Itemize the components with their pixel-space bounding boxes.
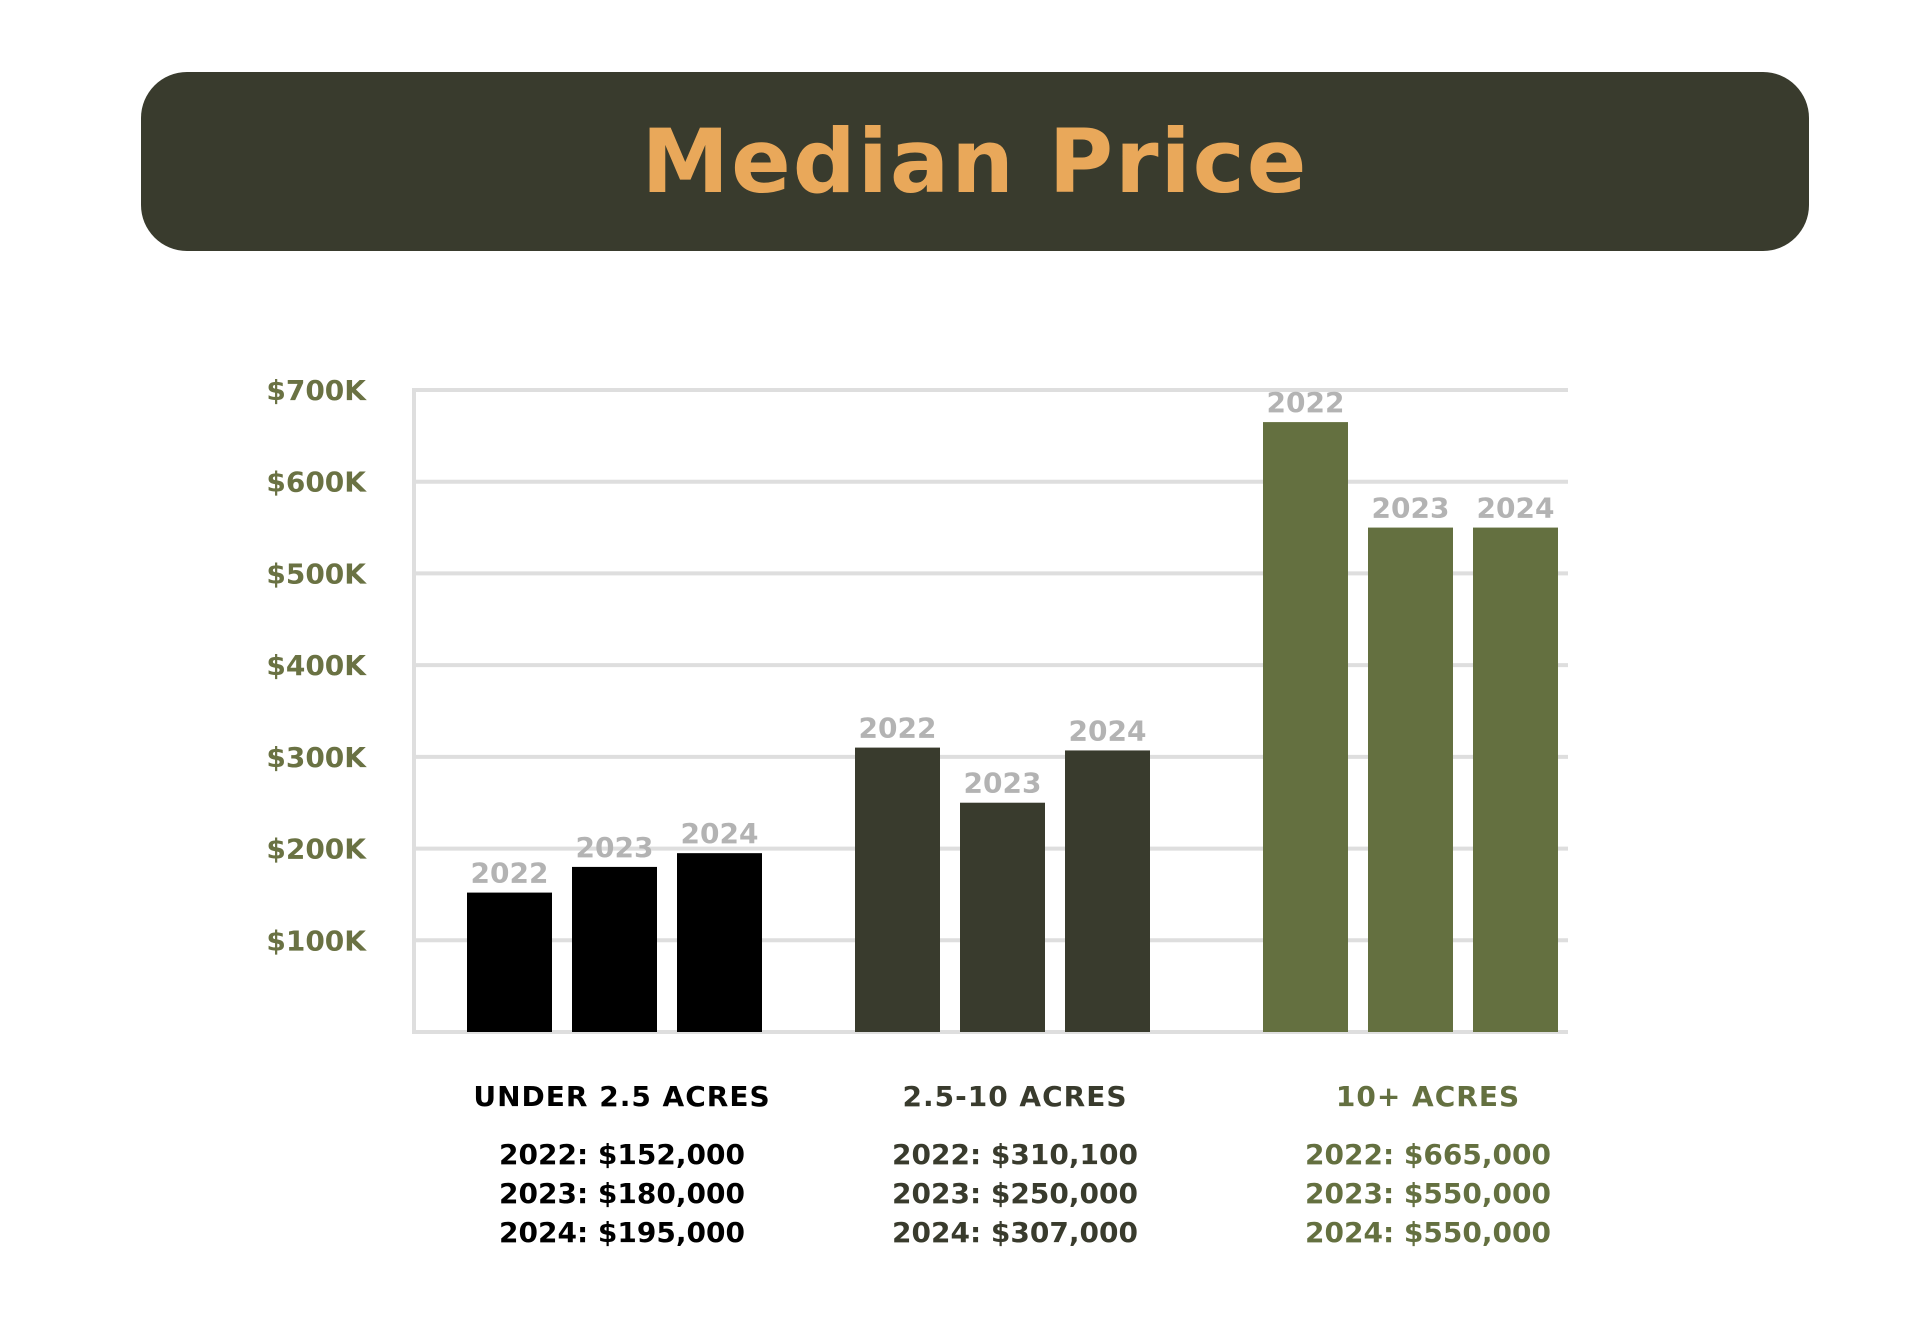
- y-tick-label: $400K: [266, 649, 367, 682]
- bar: [677, 853, 762, 1032]
- bar: [1263, 422, 1348, 1033]
- summary-line: 2022: $665,000: [1305, 1138, 1551, 1171]
- category-name: UNDER 2.5 ACRES: [473, 1080, 771, 1113]
- bar: [855, 747, 940, 1032]
- bar-year-label: 2024: [1477, 492, 1555, 525]
- summary-under-2-5-acres: UNDER 2.5 ACRES 2022: $152,000 2023: $18…: [432, 1080, 812, 1252]
- bar-year-label: 2023: [1372, 492, 1450, 525]
- summary-line: 2022: $152,000: [499, 1138, 745, 1171]
- summary-line: 2022: $310,100: [892, 1138, 1138, 1171]
- y-tick-label: $300K: [266, 741, 367, 774]
- y-tick-label: $500K: [266, 557, 367, 590]
- summary-line: 2024: $307,000: [892, 1216, 1138, 1249]
- y-tick-label: $700K: [266, 374, 367, 407]
- bar: [1473, 527, 1558, 1032]
- bar-year-label: 2023: [964, 767, 1042, 800]
- category-name: 2.5-10 ACRES: [902, 1080, 1128, 1113]
- y-axis-ticks: $100K $200K $300K $400K $500K $600K $700K: [266, 374, 367, 957]
- summary-line: 2024: $550,000: [1305, 1216, 1551, 1249]
- bar: [572, 866, 657, 1032]
- bar-year-label: 2023: [576, 831, 654, 864]
- bar: [467, 892, 552, 1032]
- bar: [960, 802, 1045, 1032]
- y-tick-label: $600K: [266, 466, 367, 499]
- summary-line: 2024: $195,000: [499, 1216, 745, 1249]
- category-name: 10+ ACRES: [1335, 1080, 1521, 1113]
- summary-2-5-10-acres: 2.5-10 ACRES 2022: $310,100 2023: $250,0…: [825, 1080, 1205, 1252]
- summary-line: 2023: $550,000: [1305, 1177, 1551, 1210]
- summary-line: 2023: $180,000: [499, 1177, 745, 1210]
- page-title: Median Price: [641, 110, 1309, 213]
- bar-year-label: 2022: [471, 857, 549, 890]
- y-tick-label: $100K: [266, 924, 367, 957]
- summary-10-plus-acres: 10+ ACRES 2022: $665,000 2023: $550,000 …: [1238, 1080, 1618, 1252]
- summary-line: 2023: $250,000: [892, 1177, 1138, 1210]
- bar-year-label: 2024: [1069, 714, 1147, 747]
- bar-year-label: 2022: [1267, 386, 1345, 419]
- bars: [467, 422, 1558, 1033]
- bar-year-label: 2022: [859, 712, 937, 745]
- bar: [1065, 750, 1150, 1032]
- bar-year-label: 2024: [681, 817, 759, 850]
- year-labels: 2022 2023 2024 2022 2023 2024 2022 2023 2024: [471, 386, 1555, 889]
- bar: [1368, 527, 1453, 1032]
- y-tick-label: $200K: [266, 833, 367, 866]
- title-banner: Median Price: [141, 72, 1809, 251]
